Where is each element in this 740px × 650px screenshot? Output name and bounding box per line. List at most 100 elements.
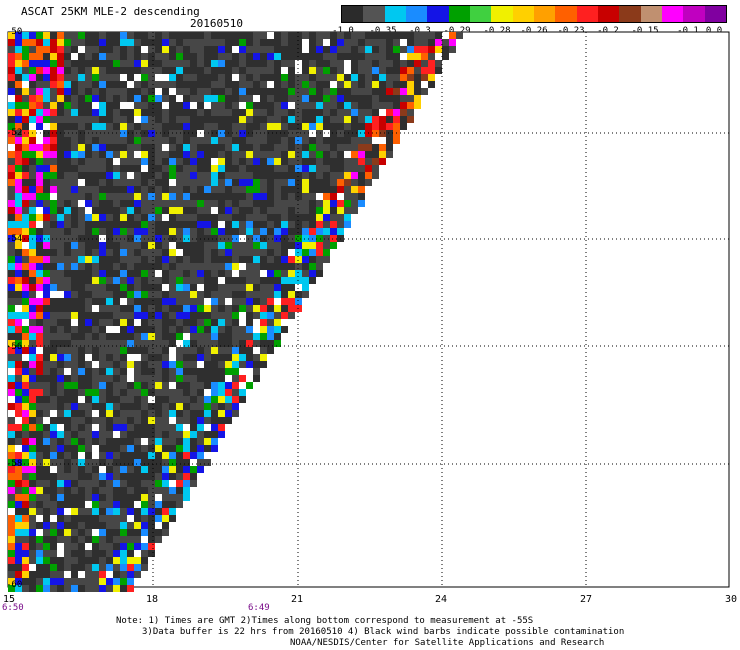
data-cell <box>64 284 71 291</box>
data-cell <box>36 221 43 228</box>
data-cell <box>113 326 120 333</box>
data-cell <box>365 116 372 123</box>
data-cell <box>162 424 169 431</box>
data-cell <box>141 46 148 53</box>
data-cell <box>113 221 120 228</box>
data-cell <box>169 74 176 81</box>
data-cell <box>99 578 106 585</box>
data-cell <box>141 60 148 67</box>
data-cell <box>204 60 211 67</box>
data-cell <box>92 312 99 319</box>
data-cell <box>302 102 309 109</box>
data-cell <box>190 417 197 424</box>
data-cell <box>232 256 239 263</box>
data-cell <box>197 39 204 46</box>
data-cell <box>71 298 78 305</box>
data-cell <box>309 228 316 235</box>
data-cell <box>330 158 337 165</box>
data-cell <box>85 368 92 375</box>
data-cell <box>8 508 15 515</box>
data-cell <box>92 431 99 438</box>
data-cell <box>211 382 218 389</box>
data-cell <box>176 214 183 221</box>
data-cell <box>218 284 225 291</box>
data-cell <box>78 452 85 459</box>
data-cell <box>211 39 218 46</box>
data-cell <box>99 557 106 564</box>
data-cell <box>414 53 421 60</box>
data-cell <box>92 473 99 480</box>
data-cell <box>141 375 148 382</box>
data-cell <box>120 382 127 389</box>
data-cell <box>379 123 386 130</box>
data-cell <box>64 32 71 39</box>
data-cell <box>211 214 218 221</box>
data-cell <box>15 88 22 95</box>
data-cell <box>64 466 71 473</box>
data-cell <box>225 256 232 263</box>
data-cell <box>169 137 176 144</box>
data-cell <box>253 186 260 193</box>
data-cell <box>71 389 78 396</box>
data-cell <box>85 333 92 340</box>
data-cell <box>57 284 64 291</box>
data-cell <box>92 137 99 144</box>
data-cell <box>281 298 288 305</box>
data-cell <box>50 186 57 193</box>
data-cell <box>106 403 113 410</box>
data-cell <box>113 305 120 312</box>
data-cell <box>22 284 29 291</box>
data-cell <box>64 368 71 375</box>
data-cell <box>134 347 141 354</box>
data-cell <box>71 305 78 312</box>
data-cell <box>253 81 260 88</box>
data-cell <box>85 494 92 501</box>
data-cell <box>71 277 78 284</box>
data-cell <box>8 179 15 186</box>
data-cell <box>379 32 386 39</box>
data-cell <box>197 270 204 277</box>
data-cell <box>260 46 267 53</box>
data-cell <box>92 228 99 235</box>
data-cell <box>211 144 218 151</box>
data-cell <box>22 46 29 53</box>
data-cell <box>155 452 162 459</box>
data-cell <box>260 102 267 109</box>
data-cell <box>302 249 309 256</box>
data-cell <box>260 256 267 263</box>
data-cell <box>190 438 197 445</box>
data-cell <box>15 221 22 228</box>
data-cell <box>78 319 85 326</box>
data-cell <box>169 375 176 382</box>
data-cell <box>15 585 22 592</box>
data-cell <box>141 284 148 291</box>
data-cell <box>50 200 57 207</box>
data-cell <box>260 32 267 39</box>
data-cell <box>134 473 141 480</box>
data-cell <box>190 452 197 459</box>
data-cell <box>309 88 316 95</box>
data-cell <box>50 410 57 417</box>
data-cell <box>71 536 78 543</box>
data-cell <box>92 116 99 123</box>
data-cell <box>323 88 330 95</box>
data-cell <box>113 123 120 130</box>
data-cell <box>218 340 225 347</box>
data-cell <box>78 473 85 480</box>
data-cell <box>127 235 134 242</box>
data-cell <box>120 312 127 319</box>
data-cell <box>141 172 148 179</box>
data-cell <box>29 543 36 550</box>
data-cell <box>190 445 197 452</box>
data-cell <box>15 151 22 158</box>
data-cell <box>64 494 71 501</box>
data-cell <box>29 186 36 193</box>
data-cell <box>253 312 260 319</box>
data-cell <box>106 550 113 557</box>
data-cell <box>169 207 176 214</box>
data-cell <box>288 144 295 151</box>
data-cell <box>64 263 71 270</box>
data-cell <box>120 529 127 536</box>
data-cell <box>141 249 148 256</box>
data-cell <box>309 207 316 214</box>
